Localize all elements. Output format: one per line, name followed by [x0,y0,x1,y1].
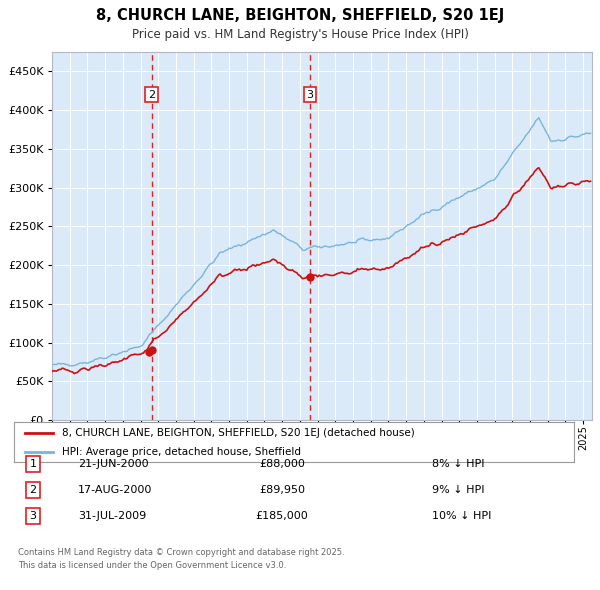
Text: 9% ↓ HPI: 9% ↓ HPI [432,485,485,495]
Text: £88,000: £88,000 [259,459,305,469]
Text: 17-AUG-2000: 17-AUG-2000 [78,485,152,495]
Text: £185,000: £185,000 [256,511,308,521]
Text: Contains HM Land Registry data © Crown copyright and database right 2025.
This d: Contains HM Land Registry data © Crown c… [18,548,344,569]
Text: £89,950: £89,950 [259,485,305,495]
Text: 8, CHURCH LANE, BEIGHTON, SHEFFIELD, S20 1EJ: 8, CHURCH LANE, BEIGHTON, SHEFFIELD, S20… [96,8,504,23]
Text: 2: 2 [29,485,37,495]
Text: 21-JUN-2000: 21-JUN-2000 [78,459,149,469]
Text: 31-JUL-2009: 31-JUL-2009 [78,511,146,521]
Text: 8, CHURCH LANE, BEIGHTON, SHEFFIELD, S20 1EJ (detached house): 8, CHURCH LANE, BEIGHTON, SHEFFIELD, S20… [62,428,415,438]
Text: 3: 3 [29,511,37,521]
Text: 8% ↓ HPI: 8% ↓ HPI [432,459,485,469]
Text: 3: 3 [307,90,314,100]
Text: HPI: Average price, detached house, Sheffield: HPI: Average price, detached house, Shef… [62,447,301,457]
Text: 1: 1 [29,459,37,469]
Text: 10% ↓ HPI: 10% ↓ HPI [432,511,491,521]
Text: Price paid vs. HM Land Registry's House Price Index (HPI): Price paid vs. HM Land Registry's House … [131,28,469,41]
Text: 2: 2 [148,90,155,100]
